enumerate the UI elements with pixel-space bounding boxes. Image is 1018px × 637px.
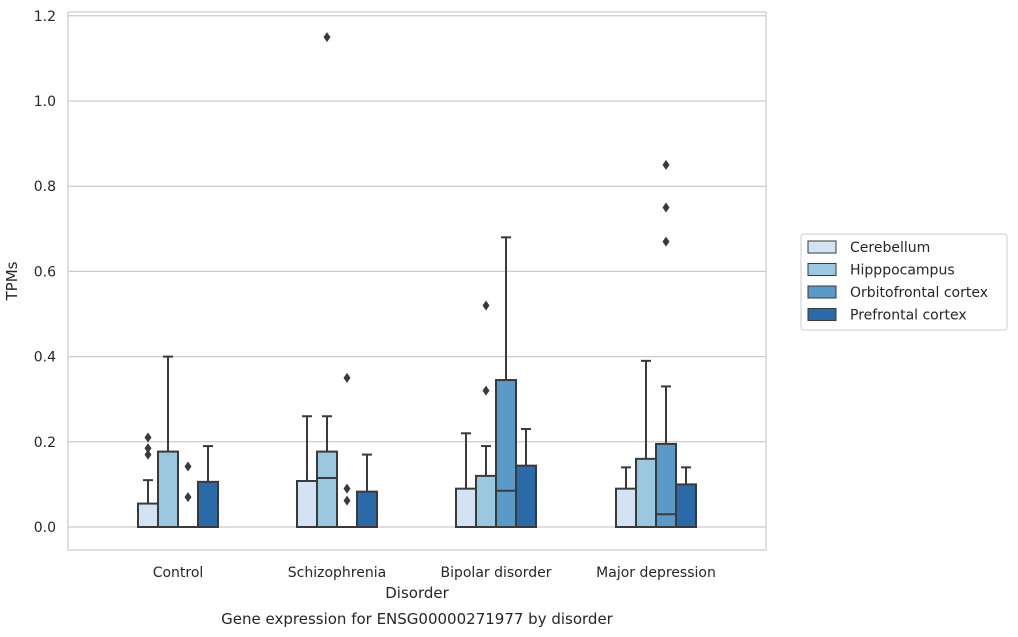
outlier-point [662,159,670,170]
outlier-point [662,236,670,247]
box-1-2 [475,300,497,529]
box-2-1 [336,372,358,529]
box-1-1 [316,32,338,528]
legend-label: Orbitofrontal cortex [850,285,988,301]
box-2-2 [495,236,517,528]
box-3-1 [356,453,378,528]
legend-label: Prefrontal cortex [850,308,967,324]
x-tick-label: Schizophrenia [288,565,386,581]
chart-caption: Gene expression for ENSG00000271977 by d… [221,610,614,628]
x-tick-label: Major depression [596,565,716,581]
x-tick-label: Bipolar disorder [440,565,551,581]
box-iqr [197,480,219,528]
outlier-point [343,495,351,506]
plot-frame [67,11,767,551]
outlier-point [144,443,152,454]
y-tick-label: 1.2 [34,9,56,25]
y-tick-label: 0.0 [34,520,56,536]
outlier-point [144,432,152,443]
box-iqr [455,487,477,529]
outlier-point [184,461,192,472]
box-iqr [356,490,378,528]
y-axis-label: TPMs [3,261,21,301]
box-0-3 [615,466,637,529]
legend: Cerebellum Hipppocampus Orbitofrontal cort… [800,233,1008,331]
y-tick-label: 0.6 [34,264,56,280]
legend-frame [800,233,1008,331]
legend-swatch [807,240,837,254]
outlier-point [343,372,351,383]
y-tick-label: 0.4 [34,350,56,366]
box-1-3 [635,359,657,528]
outlier-point [482,300,490,311]
box-3-3 [675,466,697,528]
box-iqr [635,457,657,528]
box-iqr [515,464,537,529]
outlier-point [323,32,331,43]
box-3-0 [197,445,219,528]
box-3-2 [515,428,537,529]
y-tick-label: 0.8 [34,179,56,195]
box-iqr [675,483,697,528]
y-tick-label: 0.2 [34,435,56,451]
box-0-2 [455,432,477,529]
box-iqr [615,487,637,529]
outlier-point [144,449,152,460]
outlier-point [343,483,351,494]
x-tick-labels: Control Schizophrenia Bipolar disorder Majo… [153,565,716,581]
box-iqr [475,474,497,529]
legend-label: Cerebellum [850,240,930,256]
box-iqr [495,379,517,528]
box-0-0 [137,432,159,529]
box-iqr [316,450,338,528]
outlier-point [184,492,192,503]
boxes-layer [137,32,697,529]
x-axis-label: Disorder [385,584,449,602]
box-1-0 [157,355,179,528]
box-iqr [296,479,318,529]
y-tick-labels: 0.0 0.2 0.4 0.6 0.8 1.0 1.2 [34,9,56,536]
y-tick-label: 1.0 [34,94,56,110]
x-tick-label: Control [153,565,204,581]
outlier-point [482,385,490,396]
box-iqr [137,502,159,529]
legend-swatch [807,285,837,299]
y-gridlines [68,15,766,528]
box-2-3 [655,159,677,528]
legend-swatch [807,263,837,276]
legend-swatch [807,308,837,321]
box-iqr [157,450,179,528]
box-2-0 [177,461,199,529]
box-0-1 [296,415,318,529]
legend-label: Hipppocampus [850,263,955,279]
outlier-point [662,202,670,213]
